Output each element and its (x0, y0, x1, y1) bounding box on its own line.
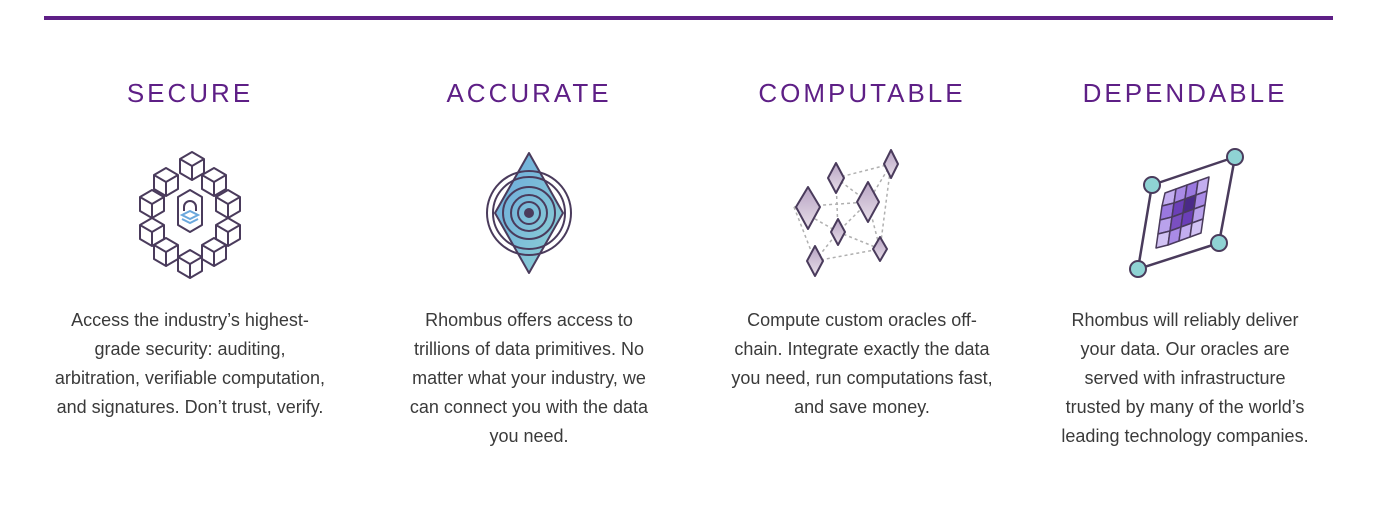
hex-cube-lock-icon (120, 145, 260, 285)
feature-description: Access the industry’s highest-grade secu… (54, 310, 326, 417)
target-diamond-icon (459, 145, 599, 285)
top-divider (44, 16, 1333, 20)
feature-description: Rhombus will reliably deliver your data.… (1061, 310, 1309, 446)
feature-description: Rhombus offers access to trillions of da… (409, 310, 649, 446)
feature-accurate: ACCURATE Rhombus offers access to trilli… (379, 0, 679, 508)
rhombus-grid-icon (1115, 145, 1255, 285)
feature-computable: COMPUTABLE (712, 0, 1012, 508)
feature-title: DEPENDABLE (1082, 78, 1288, 108)
feature-secure: SECURE (40, 0, 340, 508)
connected-diamonds-icon (792, 145, 932, 285)
feature-dependable: DEPENDABLE (1035, 0, 1335, 508)
feature-title: COMPUTABLE (758, 78, 966, 108)
feature-description: Compute custom oracles off-chain. Integr… (731, 310, 993, 417)
feature-title: ACCURATE (446, 78, 612, 108)
feature-title: SECURE (126, 78, 254, 108)
